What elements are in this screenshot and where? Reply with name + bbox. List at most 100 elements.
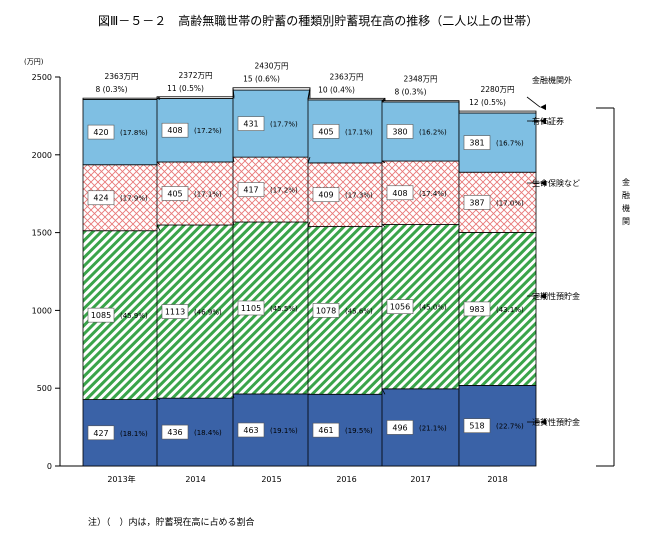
percent-label: (17.4%) <box>419 190 447 198</box>
value-label: 1113 <box>165 308 185 317</box>
percent-label: (17.2%) <box>194 127 222 135</box>
connector-line <box>156 98 161 100</box>
legend-arrowhead <box>540 419 546 425</box>
x-tick-label: 2017 <box>410 475 430 484</box>
percent-label: (17.2%) <box>270 187 298 195</box>
y-axis-label: (万円) <box>24 58 44 66</box>
top-segment-label: 15 (0.6%) <box>243 75 280 84</box>
value-label-box <box>161 186 189 201</box>
value-label-box <box>237 422 265 438</box>
percent-label: (17.3%) <box>345 192 373 200</box>
value-label-box <box>463 135 491 150</box>
connector-line <box>156 161 161 166</box>
bar-segment <box>156 96 235 99</box>
percent-label: (43.1%) <box>496 306 524 314</box>
value-label-box <box>463 301 491 317</box>
bar-segment <box>82 97 161 100</box>
percent-label: (22.7%) <box>496 423 524 431</box>
value-label-box <box>312 187 340 203</box>
connector-line <box>156 96 161 99</box>
value-label-box <box>312 124 340 139</box>
legend-label: 有価証券 <box>532 116 564 126</box>
connector-line <box>381 224 386 227</box>
value-label-box <box>237 116 265 131</box>
top-segment-label: 10 (0.4%) <box>318 85 355 94</box>
value-label-box <box>386 420 414 435</box>
value-label: 405 <box>318 127 333 136</box>
value-label-box <box>87 124 115 140</box>
percent-label: (46.9%) <box>194 309 222 317</box>
legend-label: 通貨性預貯金 <box>532 417 580 427</box>
value-label-box <box>161 122 189 138</box>
value-label: 408 <box>392 189 407 198</box>
value-label: 381 <box>469 139 484 148</box>
percent-label: (45.0%) <box>419 304 447 312</box>
value-label: 1085 <box>91 311 111 320</box>
total-label: 2363万円 <box>329 72 363 81</box>
value-label-box <box>161 424 189 440</box>
percent-label: (45.9%) <box>120 312 148 320</box>
total-label: 2363万円 <box>104 72 138 81</box>
value-label: 436 <box>167 428 182 437</box>
connector-line <box>156 224 161 231</box>
total-label: 2348万円 <box>403 75 437 84</box>
connector-line <box>232 87 235 97</box>
percent-label: (18.4%) <box>194 429 222 437</box>
connector-line <box>381 98 386 101</box>
value-label: 1056 <box>390 303 410 312</box>
bar-segment <box>232 87 311 91</box>
chart-title: 図Ⅲ－５－２ 高齢無職世帯の貯蓄の種類別貯蓄現在高の推移（二人以上の世帯） <box>98 13 538 28</box>
connector-line <box>232 221 235 226</box>
percent-label: (17.7%) <box>270 121 298 129</box>
percent-label: (16.2%) <box>419 128 447 136</box>
x-tick-label: 2014 <box>185 475 205 484</box>
value-label-box <box>87 307 115 323</box>
percent-label: (19.5%) <box>345 427 373 435</box>
legend-label: 金融機関外 <box>532 75 572 85</box>
value-label-box <box>463 418 491 433</box>
bar-segment <box>381 100 460 103</box>
connector-line <box>307 87 311 99</box>
percent-label: (17.9%) <box>120 195 148 203</box>
y-tick-label: 2500 <box>32 73 52 82</box>
value-label: 1078 <box>316 306 336 315</box>
total-label: 2280万円 <box>480 85 514 94</box>
y-tick-label: 0 <box>47 462 52 471</box>
connector-line <box>381 160 386 164</box>
value-label: 405 <box>167 189 182 198</box>
x-tick-label: 2013年 <box>107 474 135 484</box>
y-tick-label: 500 <box>37 384 52 393</box>
connector-line <box>381 388 386 395</box>
connector-line <box>381 99 386 103</box>
connector-line <box>307 221 311 227</box>
percent-label: (17.0%) <box>496 199 524 207</box>
value-label: 427 <box>93 429 108 438</box>
legend-arrowhead <box>540 104 546 111</box>
connector-line <box>156 397 161 400</box>
value-label: 417 <box>243 186 258 195</box>
bar-segment <box>458 110 537 114</box>
value-label: 983 <box>469 305 484 314</box>
top-segment-label: 8 (0.3%) <box>95 85 127 94</box>
top-segment-label: 8 (0.3%) <box>394 88 426 97</box>
value-label: 409 <box>318 191 333 200</box>
value-label-box <box>237 300 265 316</box>
value-label-box <box>386 299 414 314</box>
x-tick-label: 2018 <box>487 475 507 484</box>
bracket-label: 金融機関 <box>622 177 630 226</box>
percent-label: (17.1%) <box>345 128 373 136</box>
top-segment-label: 12 (0.5%) <box>469 98 506 107</box>
value-label: 461 <box>318 426 333 435</box>
footnote: 注）（ ）内は，貯蓄現在高に占める割合 <box>88 516 255 528</box>
value-label: 420 <box>93 128 108 137</box>
value-label: 380 <box>392 127 407 136</box>
value-label-box <box>237 182 265 197</box>
percent-label: (45.5%) <box>270 305 298 313</box>
value-label-box <box>386 185 414 201</box>
percent-label: (45.6%) <box>345 307 373 315</box>
connector-line <box>232 393 235 399</box>
y-tick-label: 1500 <box>32 229 52 238</box>
value-label-box <box>386 124 414 139</box>
percent-label: (18.1%) <box>120 430 148 438</box>
